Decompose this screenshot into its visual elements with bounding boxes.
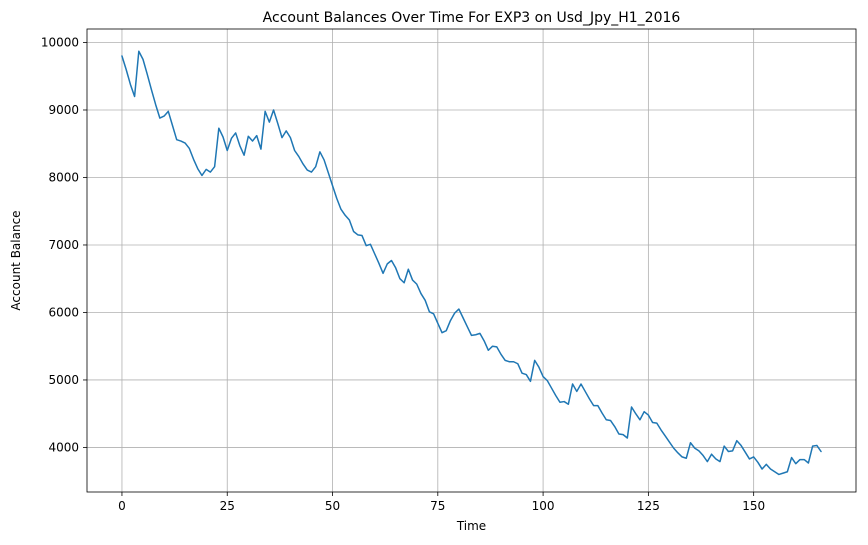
y-tick-label: 10000 xyxy=(41,35,79,49)
series-layer xyxy=(121,50,822,476)
x-tick-label: 125 xyxy=(637,499,660,513)
grid xyxy=(87,29,856,492)
x-tick-label: 100 xyxy=(532,499,555,513)
y-tick-label: 4000 xyxy=(48,440,79,454)
x-axis-ticks: 0 25 50 75 100 125 150 xyxy=(118,492,765,513)
x-tick-label: 25 xyxy=(220,499,235,513)
y-tick-label: 9000 xyxy=(48,103,79,117)
series-line xyxy=(121,50,822,476)
y-tick-label: 5000 xyxy=(48,373,79,387)
x-tick-label: 150 xyxy=(742,499,765,513)
y-axis-label: Account Balance xyxy=(9,210,23,310)
x-axis-label: Time xyxy=(456,519,486,533)
x-tick-label: 0 xyxy=(118,499,126,513)
x-tick-label: 75 xyxy=(430,499,445,513)
y-tick-label: 8000 xyxy=(48,170,79,184)
y-axis-ticks: 4000 5000 6000 7000 8000 9000 10000 xyxy=(41,35,87,454)
y-tick-label: 7000 xyxy=(48,238,79,252)
plot-frame xyxy=(86,28,857,493)
chart-title: Account Balances Over Time For EXP3 on U… xyxy=(263,10,681,26)
x-tick-label: 50 xyxy=(325,499,340,513)
y-tick-label: 6000 xyxy=(48,305,79,319)
